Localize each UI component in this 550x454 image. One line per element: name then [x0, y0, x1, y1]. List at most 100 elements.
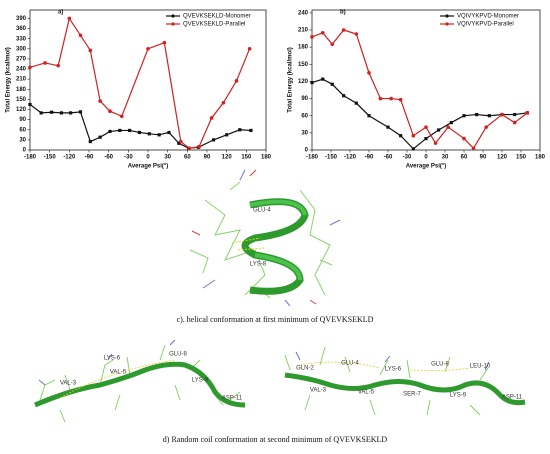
data-point [39, 111, 43, 115]
x-tick-label: -180 [306, 155, 319, 161]
data-point [177, 141, 181, 145]
data-point [411, 147, 415, 151]
data-point [137, 130, 142, 135]
data-point [147, 132, 151, 136]
legend-marker [171, 14, 175, 18]
x-tick-label: -90 [365, 155, 374, 161]
legend-label: VQIVYKPVD-Monomer [457, 14, 519, 20]
residue-label: GLU-8 [169, 352, 187, 358]
data-point [342, 94, 346, 98]
coil-image-right [284, 346, 526, 416]
x-tick-label: 0 [424, 155, 428, 161]
x-tick-label: -90 [85, 155, 94, 161]
data-point [446, 125, 450, 129]
legend-label: QVEVKSEKLD-Monomer [183, 14, 251, 20]
residue-label: LYS-6 [385, 367, 402, 373]
data-point [98, 99, 102, 103]
x-tick-label: 120 [497, 155, 508, 161]
legend-label: VQIVYKPVD-Parallel [457, 22, 514, 28]
legend-marker [445, 14, 449, 18]
data-point [386, 125, 390, 129]
data-point [310, 35, 314, 39]
y-tick-label: 30 [301, 130, 308, 136]
data-point [367, 71, 371, 75]
residue-label: VAL-5 [110, 370, 127, 376]
x-tick-label: 30 [442, 155, 449, 161]
x-tick-label: 60 [461, 155, 468, 161]
residue-label: GLN-2 [296, 366, 314, 372]
data-point [56, 63, 60, 68]
y-tick-label: 240 [298, 10, 309, 16]
y-tick-label: 330 [16, 36, 27, 42]
data-point [437, 128, 441, 132]
y-tick-label: 180 [16, 87, 27, 93]
data-point [389, 96, 393, 101]
data-point [238, 128, 242, 132]
data-point [50, 110, 54, 114]
y-tick-label: 120 [16, 107, 27, 113]
legend-marker [171, 22, 175, 26]
residue-label: LYS-8 [250, 262, 267, 268]
residue-label: GLU-4 [341, 361, 359, 367]
residue-label: GLU-8 [431, 362, 449, 368]
x-tick-label: 90 [204, 155, 211, 161]
data-point [462, 136, 466, 141]
data-point [59, 111, 64, 115]
data-point [88, 139, 92, 144]
y-tick-label: 150 [298, 62, 309, 68]
residue-label: LYS-9 [192, 378, 209, 384]
residue-label: ASP-11 [502, 395, 523, 401]
plot-frame [29, 9, 267, 151]
y-tick-label: 120 [298, 79, 309, 85]
x-tick-label: -30 [124, 155, 133, 161]
y-tick-label: 240 [16, 67, 27, 73]
y-tick-label: 0 [23, 148, 27, 154]
data-point [512, 120, 517, 125]
x-tick-label: 150 [516, 155, 527, 161]
data-point [98, 135, 102, 139]
y-axis-label: Total Energy (kcal/mol) [6, 47, 12, 113]
residue-label: LEU-10 [470, 364, 491, 370]
data-point [197, 144, 201, 149]
data-point [69, 111, 73, 115]
data-point [67, 16, 72, 21]
data-point [234, 79, 239, 83]
data-point [487, 114, 491, 118]
legend-marker [445, 22, 449, 26]
y-tick-label: 90 [19, 117, 26, 123]
data-point [167, 130, 171, 135]
data-point [449, 120, 453, 125]
data-point [341, 28, 346, 32]
data-point [424, 125, 428, 129]
data-point [78, 110, 83, 114]
residue-label: VAL-3 [310, 388, 327, 394]
residue-label: LYS-6 [104, 356, 121, 362]
y-tick-label: 90 [301, 96, 308, 102]
x-tick-label: -30 [403, 155, 412, 161]
series-line [311, 78, 528, 150]
data-point [157, 133, 161, 137]
data-point [209, 116, 214, 120]
data-point [398, 97, 403, 102]
x-tick-label: 120 [222, 155, 233, 161]
x-tick-label: -60 [384, 155, 393, 161]
data-point [471, 146, 476, 151]
x-tick-label: -120 [63, 155, 76, 161]
data-point [88, 48, 93, 53]
x-tick-label: -150 [325, 155, 338, 161]
series-line [29, 103, 251, 149]
data-point [43, 61, 47, 65]
data-point [310, 80, 314, 85]
data-point [178, 139, 183, 144]
data-point [211, 138, 216, 142]
data-point [128, 128, 132, 133]
data-point [354, 32, 359, 36]
x-tick-label: -120 [344, 155, 357, 161]
data-point [78, 33, 83, 38]
data-point [462, 114, 466, 118]
data-point [108, 129, 112, 134]
data-point [321, 77, 325, 81]
y-axis-label: Total Energy (kcal/mol) [288, 47, 294, 113]
helix-image [189, 169, 341, 307]
